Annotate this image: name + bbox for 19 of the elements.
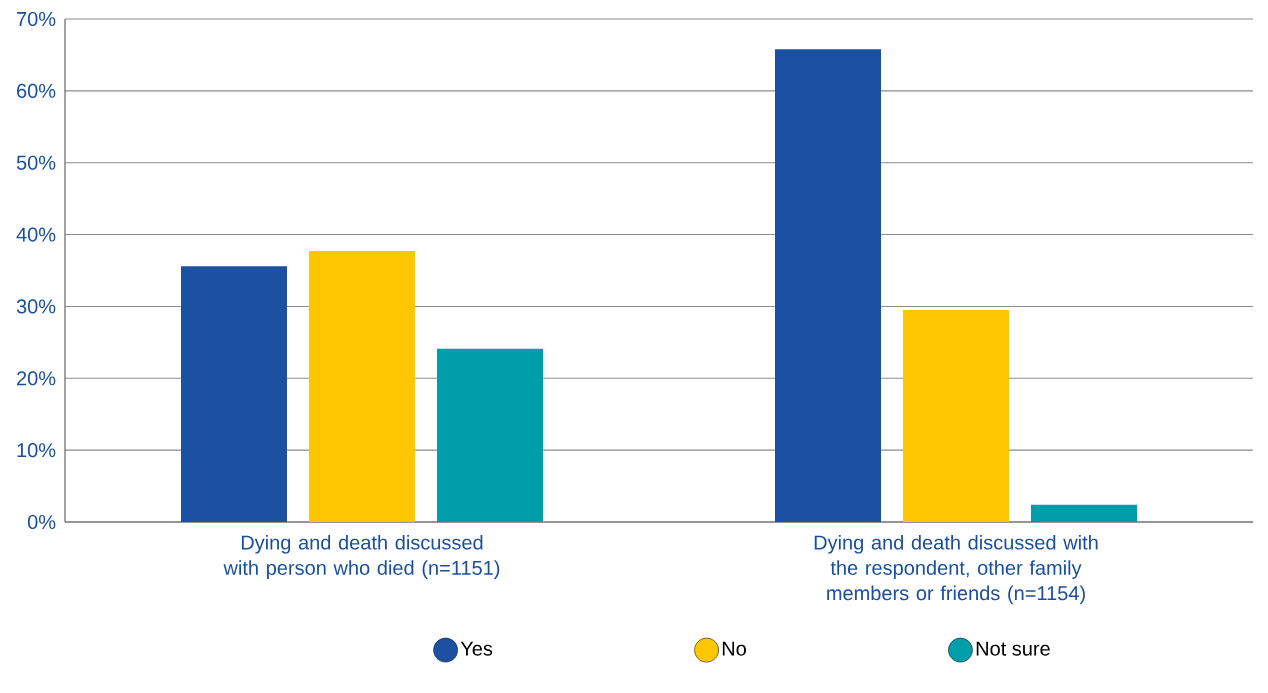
bar: [775, 49, 882, 522]
legend-label: No: [722, 641, 746, 656]
y-tick-label: 30%: [16, 299, 56, 314]
y-tick-label: 0%: [27, 514, 56, 530]
legend-label: Not sure: [976, 641, 1050, 656]
y-tick-label: 50%: [16, 155, 56, 170]
x-tick-label: Dying and death discussed with the respondent, other family members or friends (n=1154): [814, 534, 1098, 605]
y-tick-label: 20%: [17, 371, 56, 386]
bar: [903, 310, 1010, 522]
legend-label: Yes: [460, 641, 493, 656]
bar: [437, 348, 544, 522]
y-tick-label: 70%: [17, 11, 56, 27]
x-tick-label: Dying and death discussed with person who died (n=1151): [223, 534, 500, 579]
bar: [1031, 504, 1138, 522]
y-tick-label: 40%: [16, 227, 56, 242]
y-tick-label: 10%: [17, 443, 56, 458]
y-tick-label: 60%: [17, 83, 56, 98]
bar: [309, 251, 415, 522]
bar: [181, 266, 287, 522]
